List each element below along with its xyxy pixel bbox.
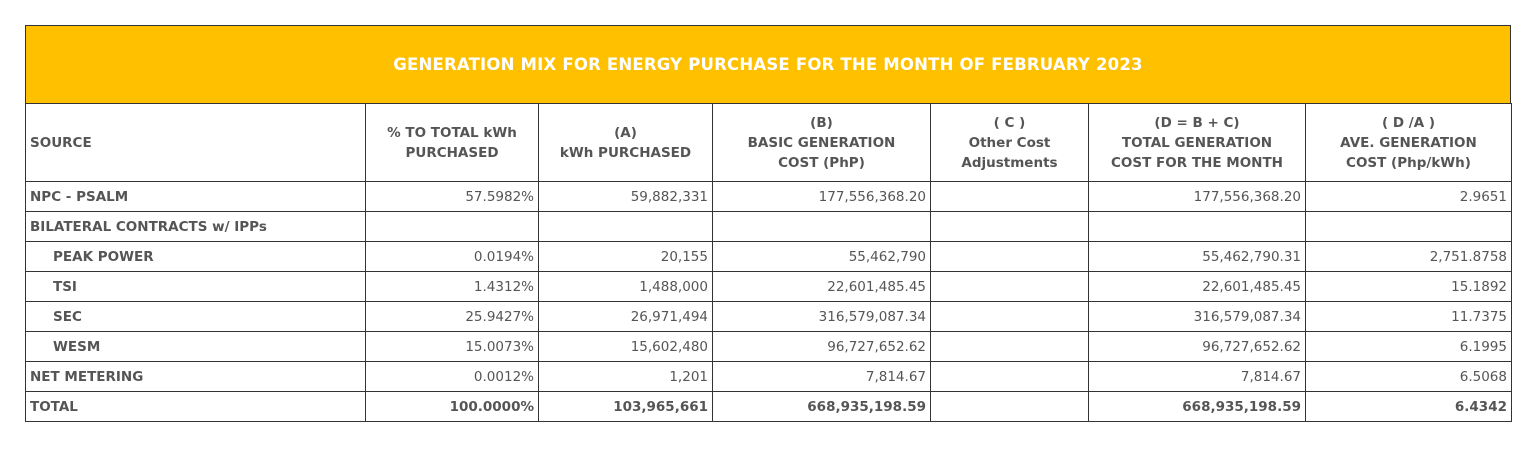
- cell-other-cost-adjustments: [930, 211, 1089, 242]
- cell-total-generation-cost: 55,462,790.31: [1088, 241, 1306, 272]
- cell-ave-generation-cost: 6.1995: [1305, 331, 1512, 362]
- cell-other-cost-adjustments: [930, 391, 1089, 422]
- table-row: SEC 25.9427% 26,971,494 316,579,087.34 316,5…: [25, 301, 1512, 332]
- cell-source: TSI: [25, 271, 366, 302]
- cell-basic-generation-cost: 668,935,198.59: [712, 391, 931, 422]
- generation-mix-table: SOURCE % TO TOTAL kWh PURCHASED (A) kWh PURC…: [25, 103, 1512, 422]
- cell-total-generation-cost: 96,727,652.62: [1088, 331, 1306, 362]
- generation-mix-report: GENERATION MIX FOR ENERGY PURCHASE FOR T…: [25, 25, 1512, 422]
- table-row: PEAK POWER 0.0194% 20,155 55,462,790 55,462,…: [25, 241, 1512, 272]
- header-line: AVE. GENERATION: [1340, 134, 1477, 151]
- cell-source: PEAK POWER: [25, 241, 366, 272]
- column-header-kwh-purchased: (A) kWh PURCHASED: [538, 103, 713, 182]
- cell-pct-to-total: 0.0194%: [365, 241, 539, 272]
- cell-kwh-purchased: 1,201: [538, 361, 713, 392]
- header-line: COST (Php/kWh): [1346, 154, 1471, 171]
- cell-pct-to-total: 100.0000%: [365, 391, 539, 422]
- cell-pct-to-total: 25.9427%: [365, 301, 539, 332]
- cell-source: BILATERAL CONTRACTS w/ IPPs: [25, 211, 366, 242]
- cell-ave-generation-cost: 6.4342: [1305, 391, 1512, 422]
- header-line: TOTAL GENERATION: [1121, 134, 1273, 151]
- header-line: (D = B + C): [1154, 114, 1240, 131]
- cell-other-cost-adjustments: [930, 331, 1089, 362]
- total-row: TOTAL 100.0000% 103,965,661 668,935,198.59 6…: [25, 391, 1512, 422]
- cell-pct-to-total: 57.5982%: [365, 181, 539, 212]
- column-header-source: SOURCE: [25, 103, 366, 182]
- cell-total-generation-cost: 177,556,368.20: [1088, 181, 1306, 212]
- header-line: % TO TOTAL kWh: [387, 124, 517, 141]
- header-row: SOURCE % TO TOTAL kWh PURCHASED (A) kWh PURC…: [25, 103, 1512, 182]
- cell-other-cost-adjustments: [930, 181, 1089, 212]
- cell-basic-generation-cost: 96,727,652.62: [712, 331, 931, 362]
- cell-total-generation-cost: 316,579,087.34: [1088, 301, 1306, 332]
- table-row: NPC - PSALM 57.5982% 59,882,331 177,556,368…: [25, 181, 1512, 212]
- column-header-other-cost-adjustments: ( C ) Other Cost Adjustments: [930, 103, 1089, 182]
- table-row: NET METERING 0.0012% 1,201 7,814.67 7,814.67…: [25, 361, 1512, 392]
- cell-basic-generation-cost: 177,556,368.20: [712, 181, 931, 212]
- cell-source: WESM: [25, 331, 366, 362]
- header-line: BASIC GENERATION: [747, 134, 896, 151]
- cell-ave-generation-cost: 6.5068: [1305, 361, 1512, 392]
- cell-kwh-purchased: 103,965,661: [538, 391, 713, 422]
- cell-pct-to-total: 1.4312%: [365, 271, 539, 302]
- report-title: GENERATION MIX FOR ENERGY PURCHASE FOR T…: [25, 25, 1511, 103]
- header-line: (A): [614, 124, 637, 141]
- cell-total-generation-cost: 7,814.67: [1088, 361, 1306, 392]
- column-header-basic-generation-cost: (B) BASIC GENERATION COST (PhP): [712, 103, 931, 182]
- cell-source: NET METERING: [25, 361, 366, 392]
- cell-kwh-purchased: 15,602,480: [538, 331, 713, 362]
- table-row: TSI 1.4312% 1,488,000 22,601,485.45 22,601,4…: [25, 271, 1512, 302]
- cell-kwh-purchased: 20,155: [538, 241, 713, 272]
- cell-total-generation-cost: 22,601,485.45: [1088, 271, 1306, 302]
- cell-other-cost-adjustments: [930, 271, 1089, 302]
- header-line: Adjustments: [961, 154, 1058, 171]
- table-row: WESM 15.0073% 15,602,480 96,727,652.62 96,72…: [25, 331, 1512, 362]
- header-line: PURCHASED: [405, 144, 499, 161]
- cell-other-cost-adjustments: [930, 241, 1089, 272]
- cell-ave-generation-cost: 2.9651: [1305, 181, 1512, 212]
- header-line: Other Cost: [968, 134, 1051, 151]
- table-row: BILATERAL CONTRACTS w/ IPPs: [25, 211, 1512, 242]
- header-line: ( C ): [993, 114, 1026, 131]
- cell-other-cost-adjustments: [930, 361, 1089, 392]
- cell-source: TOTAL: [25, 391, 366, 422]
- column-header-pct-to-total: % TO TOTAL kWh PURCHASED: [365, 103, 539, 182]
- header-line: kWh PURCHASED: [559, 144, 692, 161]
- cell-kwh-purchased: 1,488,000: [538, 271, 713, 302]
- cell-basic-generation-cost: 22,601,485.45: [712, 271, 931, 302]
- cell-pct-to-total: [365, 211, 539, 242]
- cell-ave-generation-cost: 2,751.8758: [1305, 241, 1512, 272]
- header-line: ( D /A ): [1381, 114, 1436, 131]
- cell-source: SEC: [25, 301, 366, 332]
- cell-kwh-purchased: 26,971,494: [538, 301, 713, 332]
- cell-total-generation-cost: 668,935,198.59: [1088, 391, 1306, 422]
- header-line: COST FOR THE MONTH: [1111, 154, 1283, 171]
- cell-pct-to-total: 0.0012%: [365, 361, 539, 392]
- cell-kwh-purchased: [538, 211, 713, 242]
- cell-basic-generation-cost: 55,462,790: [712, 241, 931, 272]
- cell-source: NPC - PSALM: [25, 181, 366, 212]
- cell-other-cost-adjustments: [930, 301, 1089, 332]
- column-header-ave-generation-cost: ( D /A ) AVE. GENERATION COST (Php/kWh): [1305, 103, 1512, 182]
- cell-basic-generation-cost: 7,814.67: [712, 361, 931, 392]
- cell-pct-to-total: 15.0073%: [365, 331, 539, 362]
- header-line: SOURCE: [30, 134, 92, 151]
- cell-basic-generation-cost: 316,579,087.34: [712, 301, 931, 332]
- header-line: COST (PhP): [778, 154, 865, 171]
- cell-basic-generation-cost: [712, 211, 931, 242]
- cell-ave-generation-cost: 11.7375: [1305, 301, 1512, 332]
- cell-ave-generation-cost: [1305, 211, 1512, 242]
- cell-total-generation-cost: [1088, 211, 1306, 242]
- cell-ave-generation-cost: 15.1892: [1305, 271, 1512, 302]
- header-line: (B): [810, 114, 833, 131]
- cell-kwh-purchased: 59,882,331: [538, 181, 713, 212]
- column-header-total-generation-cost: (D = B + C) TOTAL GENERATION COST FOR THE …: [1088, 103, 1306, 182]
